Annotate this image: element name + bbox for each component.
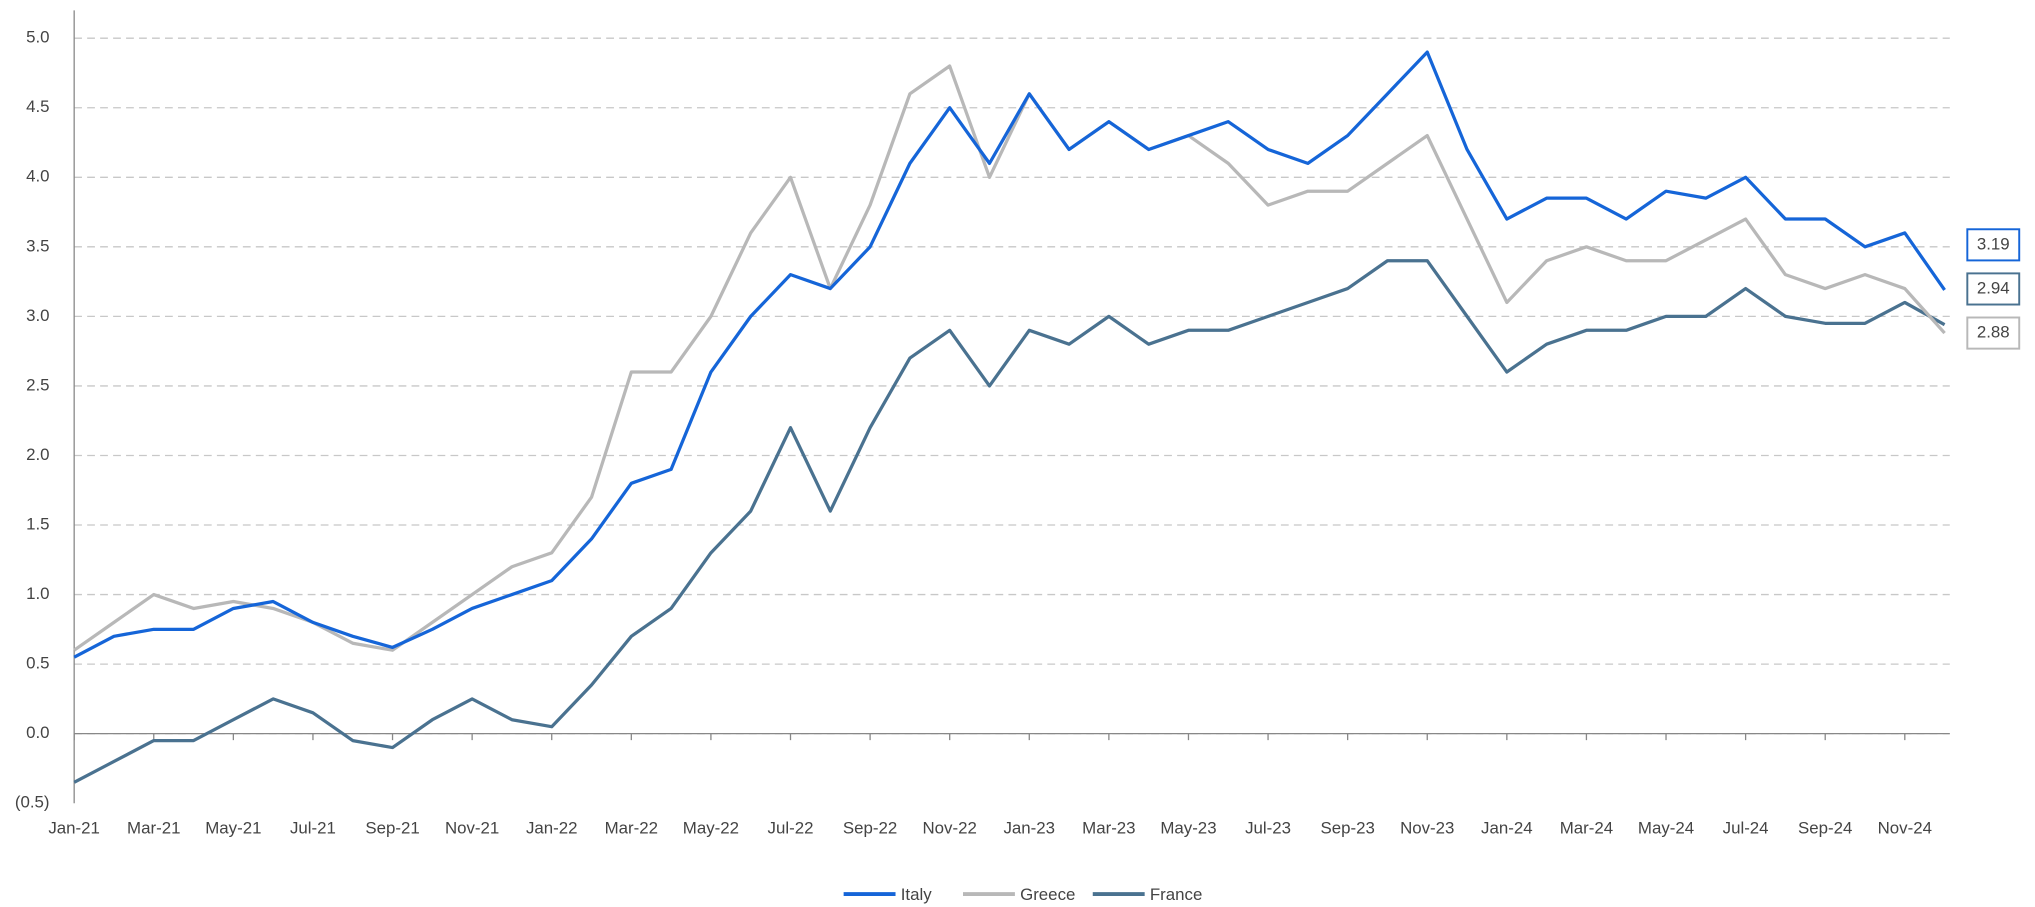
end-label-text: 2.88 [1977,323,2010,342]
end-label-text: 3.19 [1977,234,2010,253]
x-tick-label: Jan-22 [526,819,578,838]
end-label-text: 2.94 [1977,278,2010,297]
x-tick-label: Nov-24 [1878,819,1932,838]
line-2 [73,259,1946,784]
x-tick-label: May-22 [683,819,739,838]
x-tick-label: Sep-21 [365,819,419,838]
y-tick-label: 3.5 [26,236,49,255]
x-tick-label: Sep-22 [843,819,897,838]
x-tick-label: Jan-24 [1481,819,1533,838]
legend-label: France [1150,885,1202,904]
y-tick-label: 1.5 [26,514,49,533]
legend-label: Italy [901,885,932,904]
end-label: 2.94 [1966,272,2021,306]
end-label-box [1966,316,2021,350]
x-tick-label: Jul-22 [768,819,814,838]
line-0 [73,50,1946,659]
x-tick-label: Jan-21 [48,819,100,838]
legend: Italy Greece France [843,885,1202,904]
x-tick-label: May-24 [1638,819,1694,838]
x-tick-label: Nov-23 [1400,819,1454,838]
end-label: 2.88 [1966,316,2021,350]
end-label-box [1966,272,2021,306]
end-label: 3.19 [1966,228,2021,262]
x-tick-label: Sep-23 [1320,819,1374,838]
x-tick-label: May-23 [1160,819,1216,838]
x-tick-label: Jul-21 [290,819,336,838]
y-tick-label: 0.5 [26,654,49,673]
x-tick-label: Nov-21 [445,819,499,838]
x-tick-label: Jan-23 [1004,819,1056,838]
end-label-box [1966,228,2021,262]
y-tick-label: 1.0 [26,584,49,603]
y-tick-label: 5.0 [26,28,49,47]
x-tick-label: Jul-23 [1245,819,1291,838]
legend-label: Greece [1020,885,1075,904]
x-tick-label: Mar-21 [127,819,180,838]
line-1 [73,64,1946,652]
x-tick-label: Jul-24 [1723,819,1769,838]
x-tick-label: Nov-22 [923,819,977,838]
y-tick-label: 0.0 [26,723,49,742]
x-tick-label: Mar-24 [1560,819,1613,838]
y-tick-label: 2.0 [26,445,49,464]
x-tick-label: May-21 [205,819,261,838]
y-tick-label: (0.5) [15,793,50,812]
y-tick-label: 3.0 [26,306,49,325]
x-tick-label: Mar-22 [605,819,658,838]
y-tick-label: 4.5 [26,97,49,116]
y-tick-label: 2.5 [26,375,49,394]
x-tick-label: Sep-24 [1798,819,1852,838]
y-tick-label: 4.0 [26,167,49,186]
x-tick-label: Mar-23 [1082,819,1135,838]
